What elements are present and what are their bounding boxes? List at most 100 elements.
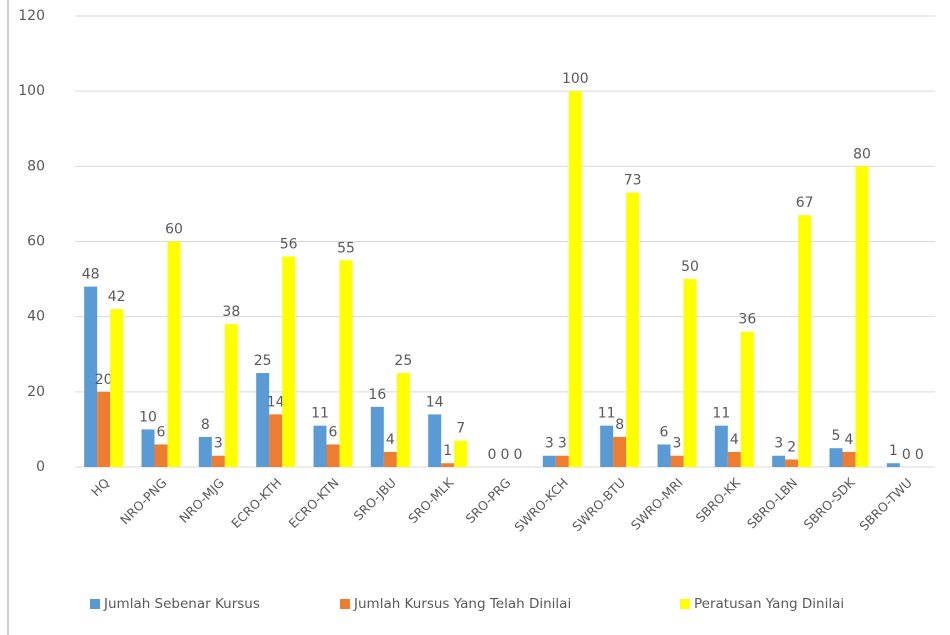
bar [167,241,181,467]
data-label: 14 [267,394,285,410]
bar [313,425,327,467]
data-label: 0 [514,447,523,463]
bar [141,429,155,467]
data-label: 56 [280,237,298,253]
data-label: 4 [386,432,395,448]
bar [829,448,843,467]
y-tick-label: 40 [27,309,45,325]
bar [670,455,684,467]
bar [842,451,856,467]
x-tick-label: SBRO-TWU [856,475,915,534]
bar [428,414,442,467]
bar [626,192,640,467]
data-label: 8 [615,417,624,433]
x-tick-label: SWRO-BTU [569,475,628,534]
bar [600,425,614,467]
bar [798,215,812,467]
data-label: 11 [712,406,730,422]
bar [110,309,124,467]
x-tick-label: ECRO-KTH [228,475,284,531]
bar [256,373,270,467]
legend-label: Jumlah Kursus Yang Telah Dinilai [353,596,571,612]
data-label: 0 [501,447,510,463]
data-label: 5 [832,428,841,444]
data-label: 48 [82,267,100,283]
bar [785,459,799,467]
y-tick-label: 120 [18,8,45,24]
data-label: 11 [311,406,329,422]
bar [198,436,212,467]
y-tick-label: 60 [27,234,45,250]
bar [772,455,786,467]
x-tick-label: HQ [88,475,112,499]
bar [97,391,111,467]
bar [542,455,556,467]
data-label: 2 [787,439,796,455]
y-tick-label: 100 [18,83,45,99]
data-label: 4 [845,432,854,448]
y-tick-label: 0 [36,459,45,475]
y-tick-label: 20 [27,384,45,400]
bar [383,451,397,467]
data-label: 38 [222,304,240,320]
data-label: 10 [139,409,157,425]
data-label: 16 [368,387,386,403]
data-label: 0 [915,447,924,463]
data-label: 11 [598,406,616,422]
data-label: 36 [738,312,756,328]
x-tick-label: SRO-PRG [463,475,514,526]
data-label: 60 [165,222,183,238]
bar [224,324,238,467]
bar [855,166,869,468]
legend-swatch [90,599,100,609]
data-label: 3 [545,436,554,452]
x-tick-label: SWRO-KCH [511,475,571,535]
data-label: 14 [426,394,444,410]
data-label: 3 [673,436,682,452]
data-label: 1 [443,443,452,459]
x-tick-label: ECRO-KTN [286,475,342,531]
bar [84,286,98,467]
data-label: 3 [214,436,223,452]
bar [282,256,296,467]
data-label: 0 [488,447,497,463]
data-label: 3 [774,436,783,452]
bar [370,406,384,467]
bar [657,444,671,467]
bar [454,440,468,467]
bar [683,279,697,467]
bar [154,444,168,467]
data-label: 100 [562,71,589,87]
data-label: 3 [558,436,567,452]
bar [326,444,340,467]
data-label: 8 [201,417,210,433]
bar [740,331,754,467]
legend-swatch [340,599,350,609]
data-label: 6 [157,424,166,440]
data-label: 73 [624,173,642,189]
data-label: 25 [254,353,272,369]
data-label: 42 [108,289,126,305]
bar [396,373,410,467]
legend-swatch [680,599,690,609]
data-label: 6 [660,424,669,440]
x-tick-label: SRO-JBU [351,475,399,523]
bar [211,455,225,467]
legend-label: Jumlah Sebenar Kursus [103,596,260,612]
legend-label: Peratusan Yang Dinilai [694,596,844,612]
data-label: 7 [456,421,465,437]
bar [568,91,582,468]
data-label: 25 [394,353,412,369]
data-label: 67 [796,195,814,211]
data-label: 55 [337,240,355,256]
bar [269,414,283,467]
x-tick-label: NRO-PNG [117,475,170,528]
bar [441,463,455,467]
data-label: 50 [681,259,699,275]
bar [886,463,900,467]
y-tick-label: 80 [27,158,45,174]
data-label: 6 [329,424,338,440]
x-tick-label: NRO-MJG [176,475,227,526]
x-tick-label: SBRO-KK [693,474,744,525]
